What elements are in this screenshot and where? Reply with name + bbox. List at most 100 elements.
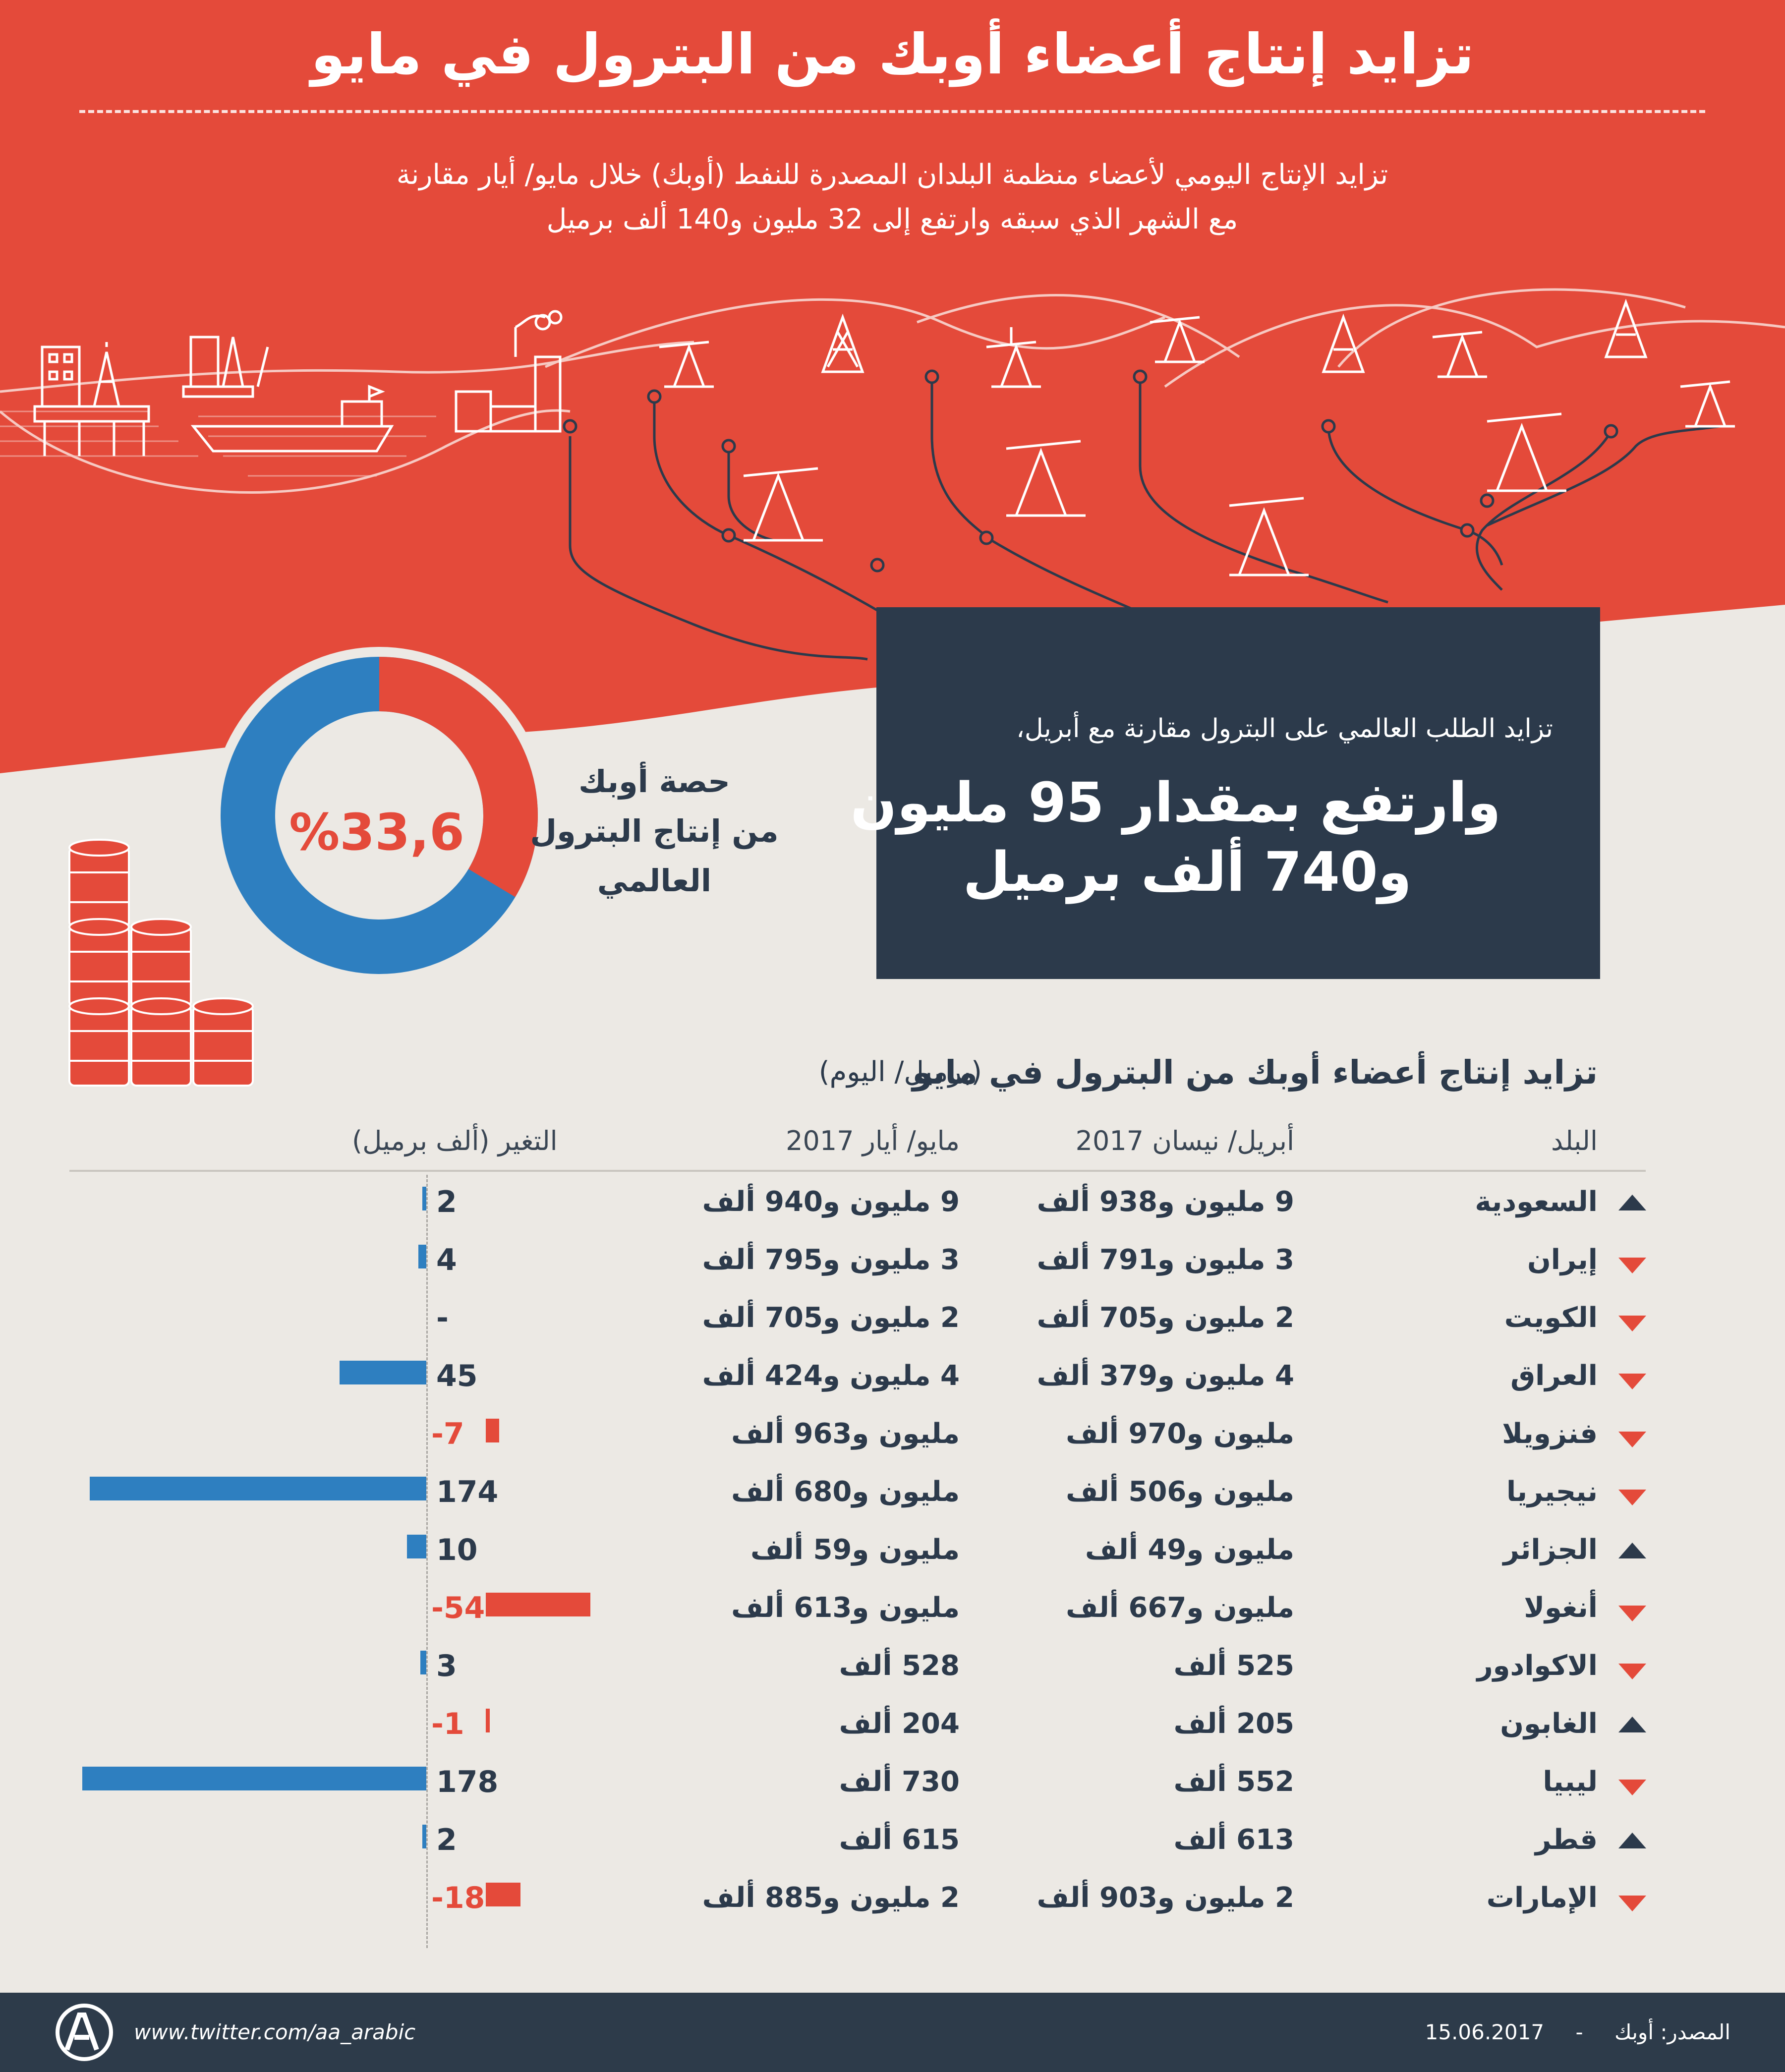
change-bar [418,1245,426,1268]
table-row: نيجيريا مليون و506 ألف مليون و680 ألف 174 [0,1470,1785,1524]
change-label: -1 [431,1707,464,1741]
may-value: 3 مليون و795 ألف [702,1244,960,1276]
change-bar [82,1767,426,1790]
change-bar [422,1825,426,1848]
april-value: مليون و506 ألف [1066,1476,1294,1508]
may-value: 204 ألف [839,1708,960,1740]
change-label: 174 [436,1475,499,1509]
april-value: 525 ألف [1173,1650,1294,1682]
page-title: تزايد إنتاج أعضاء أوبك من البترول في ماي… [311,22,1474,87]
april-value: 613 ألف [1173,1824,1294,1856]
table-row: فنزويلا مليون و970 ألف مليون و963 ألف -7 [0,1412,1785,1466]
country-name: العراق [1510,1360,1598,1392]
table-row: الكويت 2 مليون و705 ألف 2 مليون و705 ألف - [0,1296,1785,1350]
change-label: 3 [436,1649,457,1683]
country-name: السعودية [1475,1186,1598,1218]
share-label-1: حصة أوبك [578,763,730,800]
may-value: مليون و613 ألف [731,1592,960,1624]
may-value: 730 ألف [839,1766,960,1798]
change-label: -54 [431,1591,485,1625]
triangle-up-icon [1618,1543,1646,1558]
share-label-3: العالمي [597,863,712,899]
table-row: إيران 3 مليون و791 ألف 3 مليون و795 ألف 4 [0,1238,1785,1292]
change-label: 2 [436,1823,457,1857]
change-label: 45 [436,1359,478,1393]
april-value: 3 مليون و791 ألف [1036,1244,1294,1276]
change-bar [407,1535,426,1558]
may-value: مليون و680 ألف [731,1476,960,1508]
demand-line-3: و740 ألف برميل [963,840,1412,904]
subtitle-line-1: تزايد الإنتاج اليومي لأعضاء منظمة البلدا… [396,159,1388,191]
twitter-handle: www.twitter.com/aa_arabic [134,2020,416,2044]
may-value: 4 مليون و424 ألف [702,1360,960,1392]
country-name: الغابون [1500,1708,1598,1740]
donut-opec-segment [221,657,538,974]
change-label: 4 [436,1243,457,1277]
header-rule [69,1170,1646,1172]
table-title: تزايد إنتاج أعضاء أوبك من البترول في ماي… [912,1053,1598,1092]
april-value: 552 ألف [1173,1766,1294,1798]
opec-share-percent: %33,6 [289,803,464,862]
country-name: قطر [1535,1824,1598,1856]
country-name: الكويت [1504,1302,1598,1334]
source-text: المصدر: أوبك [1614,2020,1730,2044]
country-name: الاكوادور [1477,1650,1598,1682]
footer-source: المصدر: أوبك - 15.06.2017 [1425,2020,1730,2044]
change-bar [486,1419,500,1442]
country-name: الإمارات [1486,1882,1598,1914]
demand-box: تزايد الطلب العالمي على البترول مقارنة م… [850,607,1600,979]
opec-share-donut [211,647,548,984]
table-row: الاكوادور 525 ألف 528 ألف 3 [0,1644,1785,1698]
change-bar [422,1187,426,1210]
header-change: التغير (ألف برميل) [352,1125,558,1156]
table-row: السعودية 9 مليون و938 ألف 9 مليون و940 ألف… [0,1180,1785,1234]
aa-logo-icon [56,2004,113,2061]
table-row: العراق 4 مليون و379 ألف 4 مليون و424 ألف 45 [0,1354,1785,1408]
header-may: مايو/ أيار 2017 [786,1125,960,1156]
table-row: الجزائر مليون و49 ألف مليون و59 ألف 10 [0,1528,1785,1582]
header-april: أبريل/ نيسان 2017 [1075,1125,1294,1156]
may-value: 2 مليون و885 ألف [702,1882,960,1914]
table-row: الإمارات 2 مليون و903 ألف 2 مليون و885 ألف… [0,1876,1785,1930]
triangle-down-icon [1618,1432,1646,1447]
triangle-up-icon [1618,1717,1646,1732]
country-name: أنغولا [1524,1592,1598,1624]
april-value: مليون و970 ألف [1066,1418,1294,1450]
table-row: ليبيا 552 ألف 730 ألف 178 [0,1760,1785,1814]
april-value: مليون و49 ألف [1085,1534,1294,1566]
demand-line-1: تزايد الطلب العالمي على البترول مقارنة م… [1016,714,1553,744]
triangle-down-icon [1618,1490,1646,1505]
change-label: -18 [431,1881,485,1915]
table-row: قطر 613 ألف 615 ألف 2 [0,1818,1785,1872]
triangle-down-icon [1618,1258,1646,1273]
change-label: 10 [436,1533,478,1567]
change-bar [90,1477,426,1500]
change-bar [486,1593,590,1616]
may-value: 2 مليون و705 ألف [702,1302,960,1334]
change-label: 2 [436,1185,457,1219]
footer: www.twitter.com/aa_arabic المصدر: أوبك -… [0,1993,1785,2072]
may-value: 528 ألف [839,1650,960,1682]
triangle-down-icon [1618,1374,1646,1389]
may-value: مليون و59 ألف [750,1534,960,1566]
april-value: 205 ألف [1173,1708,1294,1740]
country-name: الجزائر [1503,1534,1598,1566]
triangle-up-icon [1618,1833,1646,1848]
triangle-down-icon [1618,1664,1646,1679]
april-value: 9 مليون و938 ألف [1036,1186,1294,1218]
table-unit: (برميل/ اليوم) [818,1056,982,1088]
country-name: نيجيريا [1506,1476,1598,1508]
demand-line-2: وارتفع بمقدار 95 مليون [850,771,1501,834]
table-row: أنغولا مليون و667 ألف مليون و613 ألف -54 [0,1586,1785,1640]
change-bar [486,1883,521,1906]
country-name: فنزويلا [1502,1418,1598,1450]
footer-separator: - [1575,2020,1583,2044]
may-value: 9 مليون و940 ألف [702,1186,960,1218]
footer-date: 15.06.2017 [1425,2020,1545,2044]
change-label: - [436,1301,449,1335]
change-label: -7 [431,1417,464,1451]
april-value: 2 مليون و705 ألف [1036,1302,1294,1334]
country-name: إيران [1527,1244,1598,1276]
change-bar [339,1361,426,1384]
table-row: الغابون 205 ألف 204 ألف -1 [0,1702,1785,1756]
